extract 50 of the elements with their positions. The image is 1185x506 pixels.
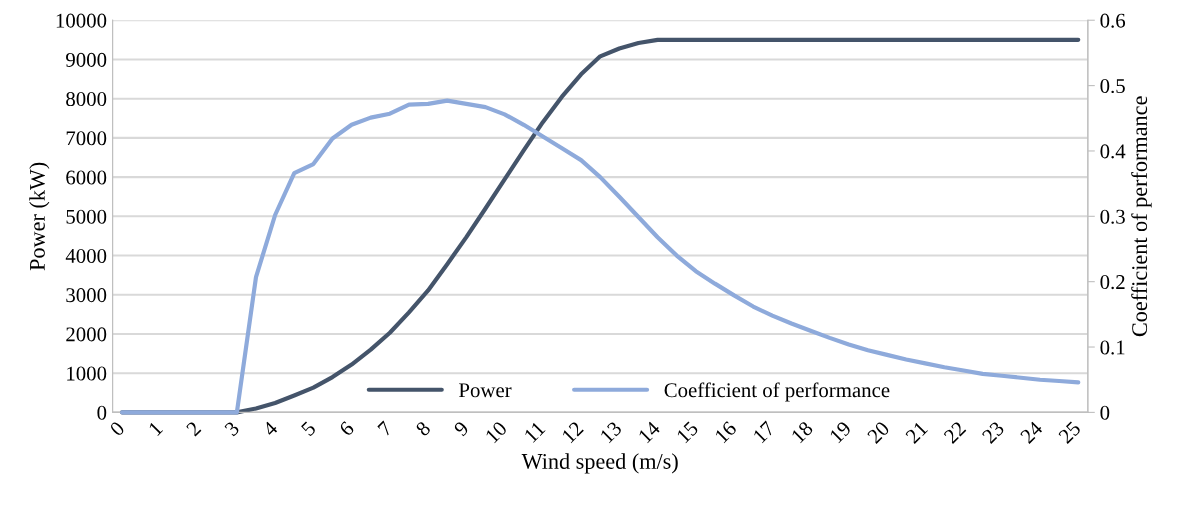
y-tick-label: 9000 <box>66 52 107 67</box>
y2-tick-label: 0.5 <box>1100 78 1125 94</box>
y-tick-label: 6000 <box>66 170 107 185</box>
x-tick-label: 6 <box>338 420 355 437</box>
x-tick-label: 13 <box>599 420 623 444</box>
y2-axis-title: Coefficient of performance <box>1131 96 1152 337</box>
x-tick-label: 18 <box>790 420 814 444</box>
y-tick-label: 7000 <box>66 131 107 146</box>
y-tick-label: 5000 <box>66 209 107 224</box>
x-tick-label: 23 <box>981 420 1005 445</box>
y2-tick-label: 0 <box>1100 405 1110 420</box>
x-tick-label: 15 <box>676 420 699 444</box>
x-tick-label: 1 <box>148 420 164 436</box>
y2-tick-label: 0.2 <box>1100 275 1125 290</box>
y-tick-label: 10000 <box>56 13 107 28</box>
y-tick-label: 4000 <box>65 248 107 263</box>
y2-tick-label: 0.3 <box>1100 209 1125 224</box>
legend-label: Power <box>459 383 512 398</box>
y-axis-title: Power (kW) <box>29 162 50 271</box>
legend-label: Coefficient of performance <box>664 382 890 402</box>
x-tick-label: 22 <box>943 420 967 444</box>
x-tick-label: 8 <box>415 420 432 437</box>
y-tick-label: 8000 <box>66 92 107 107</box>
x-tick-label: 5 <box>300 420 317 437</box>
x-tick-label: 2 <box>185 420 202 437</box>
x-tick-label: 17 <box>752 420 776 444</box>
y-tick-label: 1000 <box>67 366 107 381</box>
x-tick-label: 9 <box>453 420 470 437</box>
x-tick-label: 24 <box>1019 420 1044 444</box>
x-tick-label: 25 <box>1057 420 1082 445</box>
y2-tick-label: 0.6 <box>1100 13 1126 28</box>
x-tick-label: 0 <box>109 420 126 437</box>
x-tick-label: 21 <box>904 420 928 444</box>
x-tick-label: 20 <box>866 420 891 445</box>
x-tick-label: 12 <box>561 420 584 444</box>
x-tick-label: 14 <box>637 420 661 444</box>
x-tick-label: 16 <box>714 420 738 444</box>
y-tick-label: 0 <box>97 405 107 420</box>
x-axis-title: Wind speed (m/s) <box>521 453 678 474</box>
y2-tick-label: 0.4 <box>1100 144 1126 159</box>
y-tick-label: 2000 <box>66 327 107 342</box>
x-tick-label: 7 <box>377 420 393 437</box>
y2-tick-label: 0.1 <box>1100 340 1125 355</box>
x-tick-label: 19 <box>829 420 852 444</box>
y-tick-label: 3000 <box>66 288 107 303</box>
x-tick-label: 3 <box>224 420 240 437</box>
x-tick-label: 10 <box>484 420 508 444</box>
x-tick-label: 4 <box>261 420 279 437</box>
x-tick-label: 11 <box>523 420 546 443</box>
line-series <box>120 98 1081 415</box>
